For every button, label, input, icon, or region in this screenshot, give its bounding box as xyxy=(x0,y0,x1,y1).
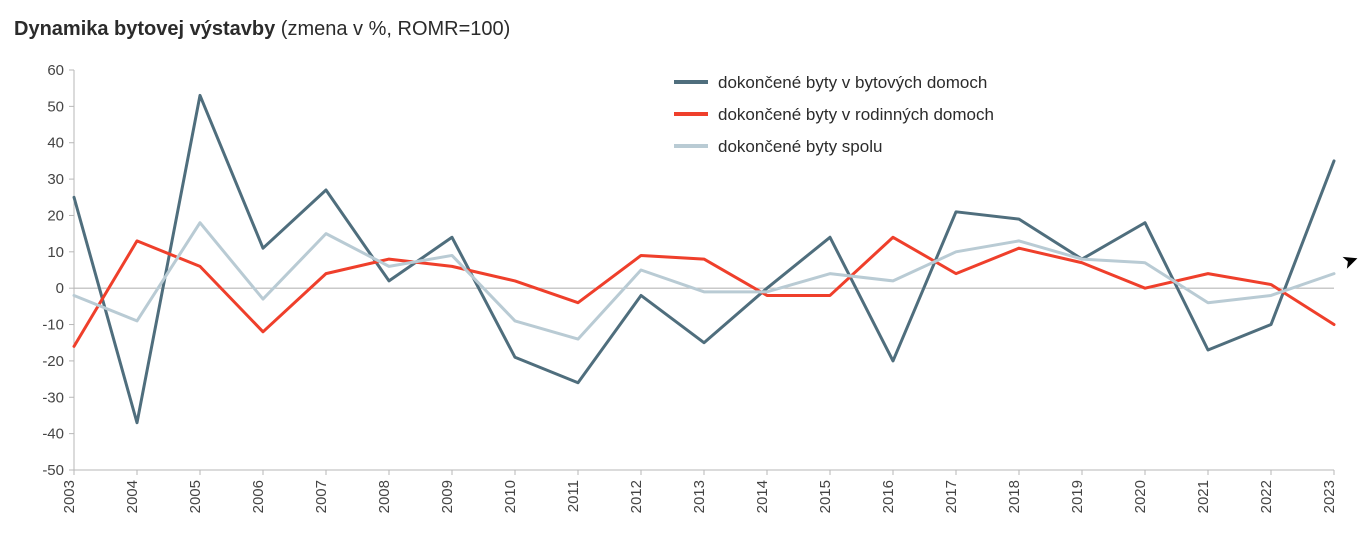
legend-label: dokončené byty v bytových domoch xyxy=(718,73,987,92)
legend-label: dokončené byty spolu xyxy=(718,137,882,156)
y-tick-label: 0 xyxy=(56,280,64,297)
x-tick-label: 2010 xyxy=(502,480,519,513)
y-tick-label: 50 xyxy=(47,98,64,115)
x-tick-label: 2011 xyxy=(565,480,582,512)
chart-title-rest: (zmena v %, ROMR=100) xyxy=(275,18,510,40)
x-tick-label: 2018 xyxy=(1006,480,1023,513)
y-tick-label: 40 xyxy=(47,135,64,152)
legend-swatch xyxy=(674,112,708,116)
legend: dokončené byty v bytových domoch dokončen… xyxy=(674,73,994,156)
x-tick-label: 2020 xyxy=(1132,480,1149,513)
x-tick-label: 2021 xyxy=(1195,480,1212,513)
chart-title-bold: Dynamika bytovej výstavby xyxy=(14,18,275,40)
x-tick-label: 2004 xyxy=(124,480,141,513)
y-tick-label: 20 xyxy=(47,207,64,224)
legend-swatch xyxy=(674,144,708,148)
y-tick-label: 30 xyxy=(47,171,64,188)
x-tick-label: 2006 xyxy=(250,480,267,513)
x-tick-label: 2005 xyxy=(187,480,204,513)
y-tick-label: -20 xyxy=(42,353,64,370)
legend-label: dokončené byty v rodinných domoch xyxy=(718,105,994,124)
y-tick-label: -30 xyxy=(42,389,64,406)
x-tick-label: 2012 xyxy=(628,480,645,513)
chart-title: Dynamika bytovej výstavby (zmena v %, RO… xyxy=(14,18,510,41)
x-tick-label: 2009 xyxy=(439,480,456,513)
x-tick-label: 2007 xyxy=(313,480,330,513)
y-tick-label: 60 xyxy=(47,62,64,79)
x-tick-label: 2013 xyxy=(691,480,708,513)
x-tick-label: 2015 xyxy=(817,480,834,513)
x-tick-label: 2003 xyxy=(61,480,78,513)
y-tick-label: -40 xyxy=(42,426,64,443)
y-tick-label: -10 xyxy=(42,317,64,334)
chart-page: Dynamika bytovej výstavby (zmena v %, RO… xyxy=(0,0,1370,533)
x-tick-label: 2022 xyxy=(1258,480,1275,513)
series-line xyxy=(74,223,1334,339)
y-tick-label: -50 xyxy=(42,462,64,479)
x-tick-label: 2014 xyxy=(754,480,771,513)
x-tick-label: 2016 xyxy=(880,480,897,513)
y-tick-label: 10 xyxy=(47,244,64,261)
x-tick-label: 2017 xyxy=(943,480,960,513)
x-tick-label: 2023 xyxy=(1321,480,1338,513)
x-tick-label: 2008 xyxy=(376,480,393,513)
line-chart: -50 -40 -30 -20 -10 0 10 20 30 40 50 60 2003 2004 2005… xyxy=(14,60,1344,520)
legend-swatch xyxy=(674,80,708,84)
x-tick-label: 2019 xyxy=(1069,480,1086,513)
